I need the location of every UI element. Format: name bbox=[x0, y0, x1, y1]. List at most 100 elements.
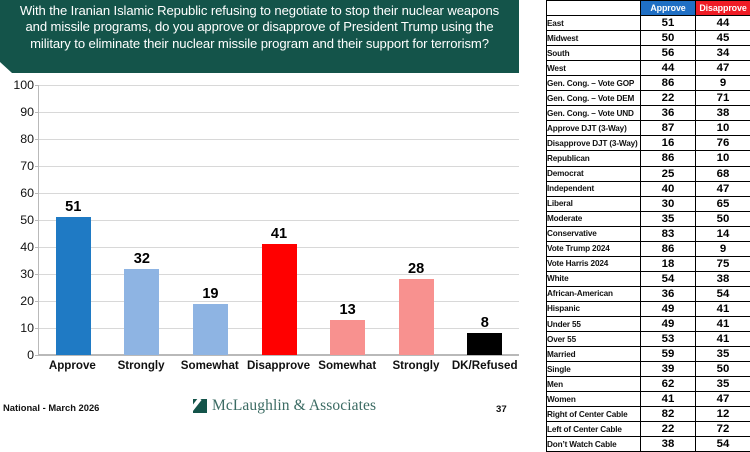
question-banner: With the Iranian Islamic Republic refusi… bbox=[0, 0, 519, 73]
table-cell-label: Disapprove DJT (3-Way) bbox=[547, 136, 641, 151]
table-cell-disapprove: 12 bbox=[696, 407, 750, 422]
table-cell-approve: 41 bbox=[641, 392, 696, 407]
page-number: 37 bbox=[496, 404, 507, 415]
table-cell-disapprove: 35 bbox=[696, 377, 750, 392]
bar-slot: 41 bbox=[245, 85, 314, 355]
chart-bar: 19 bbox=[193, 304, 228, 355]
table-cell-disapprove: 35 bbox=[696, 347, 750, 362]
x-axis-category-label: Somewhat bbox=[175, 359, 244, 372]
table-cell-disapprove: 10 bbox=[696, 121, 750, 136]
bar-slot: 51 bbox=[39, 85, 108, 355]
table-cell-approve: 18 bbox=[641, 256, 696, 271]
bar-slot: 13 bbox=[313, 85, 382, 355]
table-cell-approve: 82 bbox=[641, 407, 696, 422]
table-cell-disapprove: 47 bbox=[696, 392, 750, 407]
table-cell-label: Women bbox=[547, 392, 641, 407]
table-cell-approve: 62 bbox=[641, 377, 696, 392]
table-cell-label: Midwest bbox=[547, 31, 641, 46]
bar-value-label: 28 bbox=[408, 261, 424, 277]
y-axis-tick-label: 20 bbox=[20, 294, 34, 308]
table-cell-disapprove: 38 bbox=[696, 106, 750, 121]
table-cell-label: Over 55 bbox=[547, 332, 641, 347]
table-header-disapprove: Disapprove bbox=[696, 1, 750, 16]
bar-slot: 8 bbox=[450, 85, 519, 355]
table-cell-approve: 50 bbox=[641, 31, 696, 46]
footer: National - March 2026 McLaughlin & Assoc… bbox=[0, 396, 519, 422]
y-axis-tick-label: 100 bbox=[13, 78, 34, 92]
table-cell-disapprove: 50 bbox=[696, 211, 750, 226]
table-cell-disapprove: 75 bbox=[696, 256, 750, 271]
table-cell-approve: 44 bbox=[641, 61, 696, 76]
table-cell-disapprove: 45 bbox=[696, 31, 750, 46]
table-cell-approve: 83 bbox=[641, 226, 696, 241]
x-axis-category-label: Strongly bbox=[107, 359, 176, 372]
table-cell-disapprove: 41 bbox=[696, 332, 750, 347]
chart-bar: 8 bbox=[467, 333, 502, 355]
table-cell-disapprove: 68 bbox=[696, 166, 750, 181]
table-cell-label: South bbox=[547, 46, 641, 61]
table-cell-label: West bbox=[547, 61, 641, 76]
table-cell-disapprove: 54 bbox=[696, 437, 750, 452]
x-axis-category-label: Approve bbox=[38, 359, 107, 372]
table-header-blank bbox=[547, 1, 641, 16]
table-cell-label: African-American bbox=[547, 286, 641, 301]
chart-bar: 51 bbox=[56, 217, 91, 355]
y-axis-tick-label: 80 bbox=[20, 132, 34, 146]
table-cell-disapprove: 9 bbox=[696, 76, 750, 91]
table-cell-approve: 38 bbox=[641, 437, 696, 452]
table-cell-approve: 86 bbox=[641, 151, 696, 166]
mclaughlin-logo-icon bbox=[193, 399, 207, 413]
table-header-row: Approve Disapprove bbox=[547, 1, 750, 16]
table-cell-label: Gen. Cong. – Vote GOP bbox=[547, 76, 641, 91]
table-cell-label: Single bbox=[547, 362, 641, 377]
table-cell-approve: 22 bbox=[641, 422, 696, 437]
table-cell-disapprove: 38 bbox=[696, 271, 750, 286]
y-axis-tick-label: 50 bbox=[20, 213, 34, 227]
table-cell-label: Men bbox=[547, 377, 641, 392]
table-cell-disapprove: 47 bbox=[696, 61, 750, 76]
bar-value-label: 32 bbox=[134, 251, 150, 267]
table-cell-label: Left of Center Cable bbox=[547, 422, 641, 437]
table-cell-label: White bbox=[547, 271, 641, 286]
table-cell-label: Don’t Watch Cable bbox=[547, 437, 641, 452]
y-axis-tick bbox=[35, 355, 39, 356]
table-cell-label: Gen. Cong. – Vote DEM bbox=[547, 91, 641, 106]
table-cell-label: East bbox=[547, 16, 641, 31]
chart-bar: 28 bbox=[399, 279, 434, 355]
bar-value-label: 41 bbox=[271, 226, 287, 242]
table-cell-approve: 35 bbox=[641, 211, 696, 226]
y-axis-tick-label: 10 bbox=[20, 321, 34, 335]
table-cell-approve: 40 bbox=[641, 181, 696, 196]
y-axis-tick-label: 90 bbox=[20, 105, 34, 119]
table-cell-disapprove: 72 bbox=[696, 422, 750, 437]
y-axis-tick-label: 40 bbox=[20, 240, 34, 254]
table-cell-approve: 87 bbox=[641, 121, 696, 136]
table-cell-disapprove: 76 bbox=[696, 136, 750, 151]
table-cell-approve: 49 bbox=[641, 316, 696, 331]
bar-value-label: 19 bbox=[202, 286, 218, 302]
